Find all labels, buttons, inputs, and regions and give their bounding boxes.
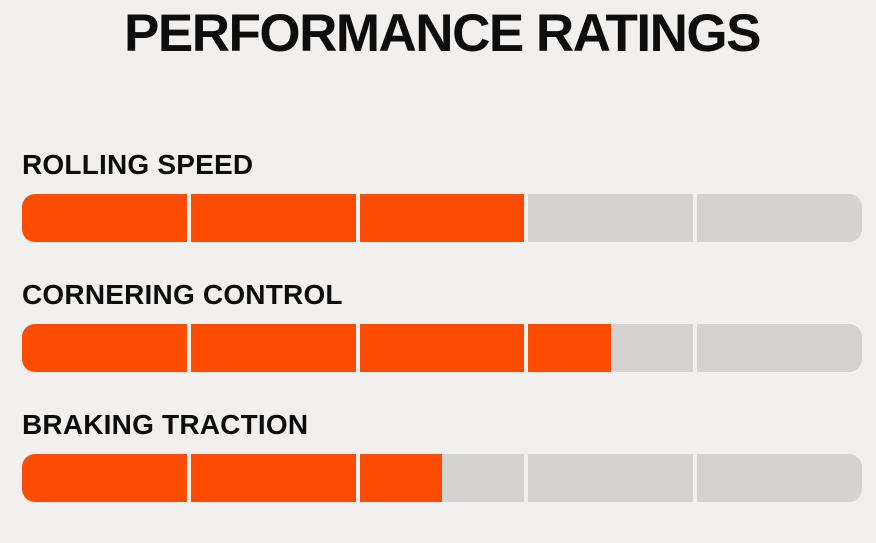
rating-segment-fill <box>528 324 611 372</box>
rating-segment <box>22 194 187 242</box>
rating-bar <box>22 324 862 372</box>
rating-segment-fill <box>359 454 442 502</box>
rating-bar <box>22 194 862 242</box>
rating-row-rolling-speed: ROLLING SPEED <box>22 150 862 242</box>
ratings-list: ROLLING SPEED CORNERING CONTROL BRAKING … <box>22 150 862 502</box>
rating-segment <box>528 454 694 502</box>
rating-segment <box>359 324 525 372</box>
rating-label: CORNERING CONTROL <box>22 279 343 310</box>
rating-segment <box>528 324 694 372</box>
rating-label: ROLLING SPEED <box>22 149 254 180</box>
rating-row-cornering-control: CORNERING CONTROL <box>22 280 862 372</box>
page-title: PERFORMANCE RATINGS <box>124 4 761 63</box>
rating-segment <box>697 454 862 502</box>
rating-segment <box>528 194 694 242</box>
rating-segment-fill <box>22 194 187 242</box>
rating-bar <box>22 454 862 502</box>
rating-row-braking-traction: BRAKING TRACTION <box>22 410 862 502</box>
rating-segment <box>22 454 187 502</box>
rating-segment-fill <box>22 324 187 372</box>
rating-segment <box>190 324 356 372</box>
rating-segment <box>697 194 862 242</box>
rating-segment-fill <box>22 454 187 502</box>
rating-segment <box>359 194 525 242</box>
rating-segment-fill <box>190 194 356 242</box>
rating-segment <box>190 194 356 242</box>
rating-segment-fill <box>190 454 356 502</box>
rating-segment <box>359 454 525 502</box>
rating-segment <box>22 324 187 372</box>
rating-label: BRAKING TRACTION <box>22 409 309 440</box>
rating-segment <box>697 324 862 372</box>
rating-segment <box>190 454 356 502</box>
rating-segment-fill <box>190 324 356 372</box>
rating-segment-fill <box>359 194 525 242</box>
rating-segment-fill <box>359 324 525 372</box>
